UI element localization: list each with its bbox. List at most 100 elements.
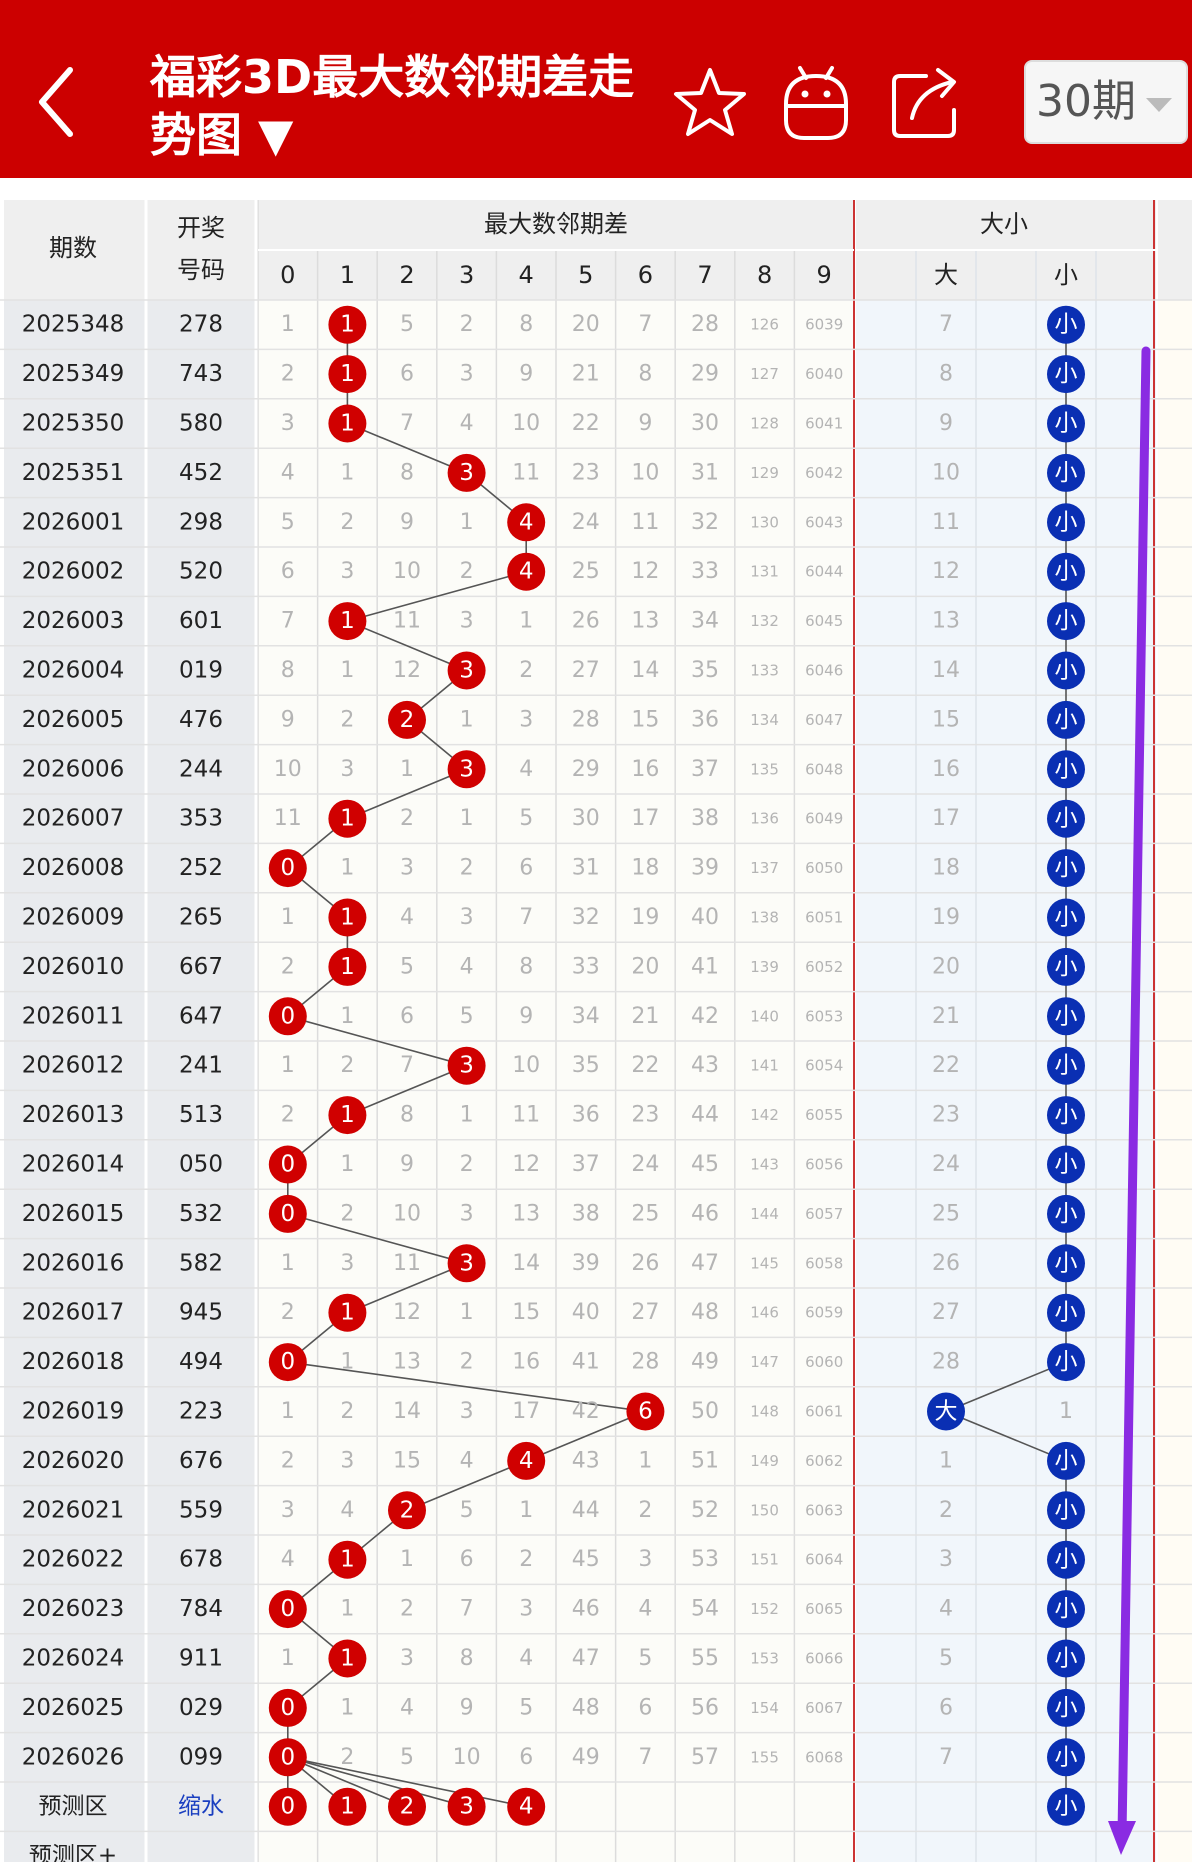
miss-count: 11 [631, 510, 659, 535]
size-miss-count: 18 [932, 856, 960, 881]
miss-count: 6067 [805, 1699, 843, 1717]
trend-line [945, 1361, 1067, 1413]
row-number: 476 [179, 707, 223, 733]
row-period: 2025348 [22, 312, 124, 338]
miss-count: 2 [519, 658, 533, 683]
miss-count: 138 [750, 909, 779, 927]
hit-ball-label: 3 [459, 658, 474, 684]
miss-count: 26 [572, 609, 600, 634]
miss-count: 10 [393, 1201, 421, 1226]
miss-count: 5 [400, 1745, 414, 1770]
size-ball [1047, 1046, 1085, 1085]
row-period: 2026024 [22, 1646, 124, 1672]
size-miss-count: 24 [932, 1152, 960, 1177]
left-column-bg [4, 300, 256, 1862]
header-digit: 9 [817, 261, 832, 289]
header-digit: 2 [399, 261, 414, 289]
miss-count: 6063 [805, 1501, 843, 1519]
miss-count: 6049 [805, 810, 843, 828]
miss-count: 128 [750, 415, 779, 433]
miss-count: 23 [631, 1103, 659, 1128]
hit-ball-label: 3 [459, 1053, 474, 1079]
size-ball-label: 小 [1055, 1102, 1078, 1128]
miss-count: 34 [691, 609, 719, 634]
miss-count: 7 [460, 1597, 474, 1622]
miss-count: 2 [340, 1399, 354, 1424]
miss-count: 37 [691, 757, 719, 782]
row-period: 2026013 [22, 1102, 124, 1128]
app-header: 福彩3D最大数邻期差走势图 ▼ 30期 [0, 0, 1192, 178]
share-icon[interactable] [886, 62, 966, 142]
robot-icon[interactable] [776, 62, 856, 142]
miss-count: 2 [638, 1498, 652, 1523]
miss-count: 6 [400, 1004, 414, 1029]
size-ball [1047, 799, 1085, 838]
miss-count: 132 [750, 612, 779, 630]
size-ball [1047, 552, 1085, 591]
star-icon[interactable] [670, 62, 750, 142]
size-ball-label: 小 [1055, 954, 1078, 980]
back-chevron-icon[interactable] [30, 62, 82, 142]
hit-ball-label: 0 [280, 1596, 295, 1622]
size-ball [1047, 1441, 1085, 1480]
miss-count: 1 [400, 757, 414, 782]
miss-count: 2 [340, 510, 354, 535]
miss-count: 3 [460, 905, 474, 930]
miss-count: 12 [512, 1152, 540, 1177]
header-number: 号码 [177, 256, 225, 284]
miss-count: 1 [400, 1547, 414, 1572]
miss-count: 3 [460, 362, 474, 387]
miss-count: 6043 [805, 513, 843, 531]
miss-count: 6044 [805, 563, 843, 581]
size-miss-count: 7 [939, 1745, 953, 1770]
row-period: 2026007 [22, 806, 124, 832]
miss-count: 8 [400, 1103, 414, 1128]
hit-ball [328, 1293, 367, 1332]
miss-count: 3 [340, 757, 354, 782]
hit-ball-label: 4 [519, 1448, 534, 1474]
size-miss-count: 17 [932, 806, 960, 831]
miss-count: 16 [512, 1350, 540, 1375]
miss-count: 6 [519, 856, 533, 881]
miss-count: 48 [691, 1300, 719, 1325]
miss-count: 42 [691, 1004, 719, 1029]
miss-count: 33 [572, 954, 600, 979]
miss-count: 5 [400, 954, 414, 979]
miss-count: 3 [460, 1201, 474, 1226]
miss-count: 3 [519, 1597, 533, 1622]
miss-count: 13 [393, 1350, 421, 1375]
miss-count: 23 [572, 460, 600, 485]
predict-link[interactable]: 缩水 [178, 1794, 224, 1820]
size-ball [1047, 898, 1085, 937]
miss-count: 3 [460, 609, 474, 634]
miss-count: 149 [750, 1452, 779, 1470]
miss-count: 6068 [805, 1748, 843, 1766]
miss-count: 45 [572, 1547, 600, 1572]
row-period: 2026011 [22, 1003, 124, 1029]
trend-line [525, 1410, 646, 1462]
miss-count: 3 [340, 1448, 354, 1473]
size-ball [1047, 947, 1085, 986]
miss-count: 10 [512, 1053, 540, 1078]
miss-count: 7 [638, 1745, 652, 1770]
page-title[interactable]: 福彩3D最大数邻期差走势图 ▼ [150, 50, 635, 162]
miss-count: 2 [460, 1152, 474, 1177]
row-period: 2026023 [22, 1596, 124, 1622]
hit-ball-label: 0 [280, 1003, 295, 1029]
hit-ball-label: 0 [280, 1201, 295, 1227]
miss-count: 35 [691, 658, 719, 683]
size-ball-label: 小 [1055, 1003, 1078, 1029]
miss-count: 18 [631, 856, 659, 881]
hit-ball [447, 453, 486, 492]
miss-count: 6055 [805, 1106, 843, 1124]
miss-count: 41 [691, 954, 719, 979]
row-period: 2026004 [22, 658, 124, 684]
row-number: 223 [179, 1399, 223, 1425]
period-select[interactable]: 30期 [1024, 60, 1188, 144]
miss-count: 5 [400, 312, 414, 337]
trend-line [347, 768, 467, 820]
miss-count: 36 [691, 707, 719, 732]
predict-size-ball-label: 小 [1055, 1794, 1078, 1820]
hit-ball [268, 1590, 307, 1629]
miss-count: 2 [460, 856, 474, 881]
